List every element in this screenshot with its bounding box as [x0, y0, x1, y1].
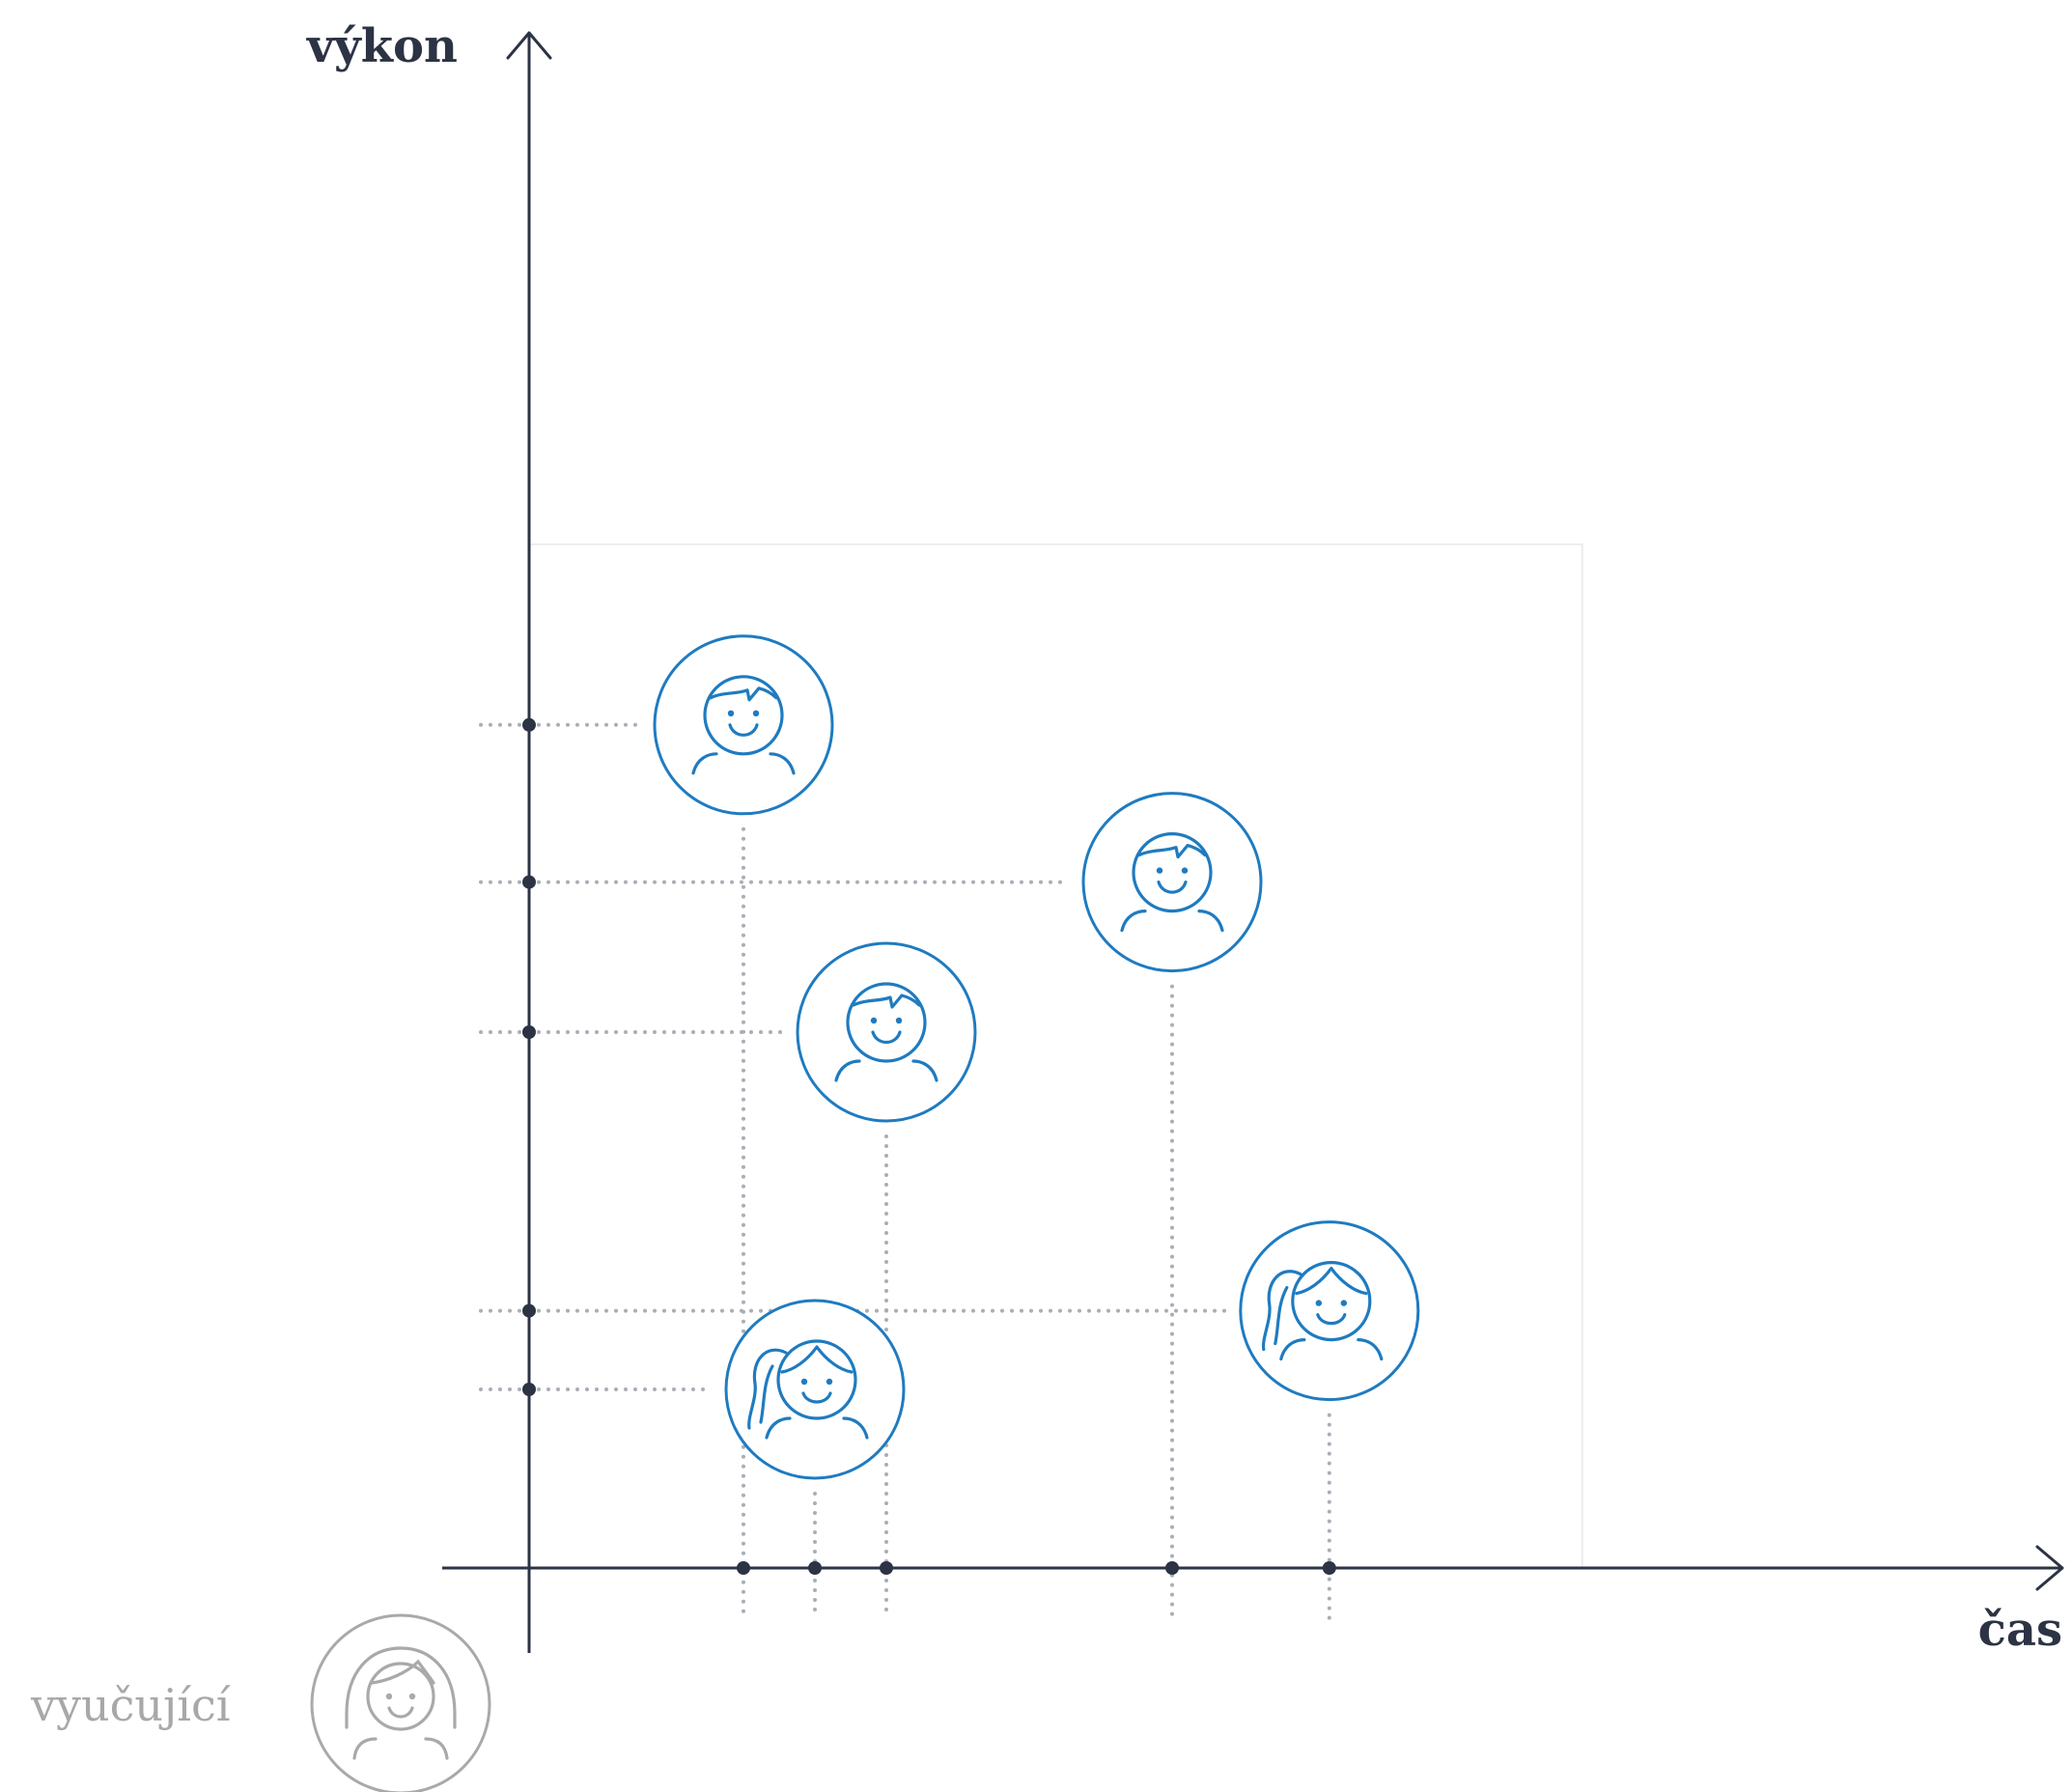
teacher: vyučující: [30, 1613, 491, 1792]
x-tick-4: [1322, 1561, 1336, 1575]
student-5-ring: [724, 1299, 906, 1480]
student-5: [724, 1299, 906, 1480]
teacher-avatar-ring: [310, 1613, 491, 1792]
x-tick-1: [737, 1561, 750, 1575]
axis-ticks: [522, 717, 1336, 1575]
x-tick-2: [1165, 1561, 1179, 1575]
y-tick-5: [522, 1383, 536, 1396]
students: [653, 634, 1420, 1480]
x-axis-label: čas: [1978, 1603, 2062, 1657]
student-3: [796, 941, 977, 1123]
teacher-icon: [345, 1646, 457, 1760]
x-tick-5: [808, 1561, 822, 1575]
student-3-ring: [796, 941, 977, 1123]
student-2-ring: [1081, 792, 1263, 973]
y-axis-label: výkon: [306, 19, 458, 73]
y-tick-4: [522, 1303, 536, 1318]
teacher-label: vyučující: [30, 1679, 231, 1731]
student-2: [1081, 792, 1263, 973]
y-axis-arrow: [506, 31, 552, 60]
x-tick-3: [880, 1561, 893, 1575]
student-4: [1239, 1220, 1420, 1402]
class-zone-border: [529, 544, 1583, 1568]
y-tick-3: [522, 1025, 536, 1039]
y-tick-2: [522, 875, 536, 889]
student-1: [653, 634, 834, 816]
y-tick-1: [522, 717, 536, 732]
student-1-ring: [653, 634, 834, 816]
student-4-ring: [1239, 1220, 1420, 1402]
x-axis-arrow: [2035, 1545, 2064, 1591]
class-zone: [529, 544, 1583, 1568]
